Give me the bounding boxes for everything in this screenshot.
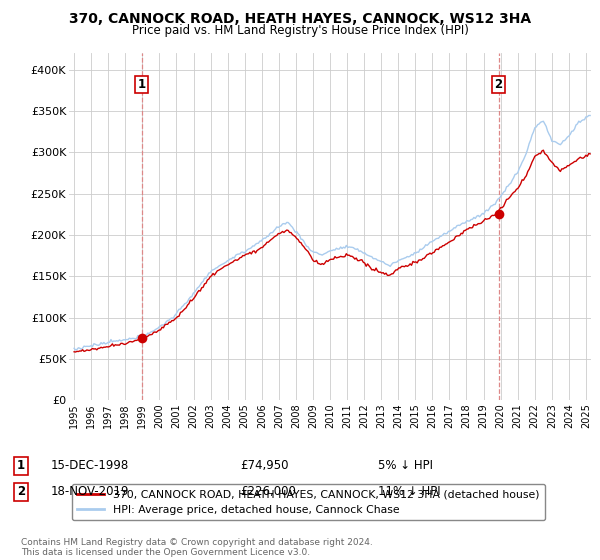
Text: 370, CANNOCK ROAD, HEATH HAYES, CANNOCK, WS12 3HA: 370, CANNOCK ROAD, HEATH HAYES, CANNOCK,… bbox=[69, 12, 531, 26]
Text: Price paid vs. HM Land Registry's House Price Index (HPI): Price paid vs. HM Land Registry's House … bbox=[131, 24, 469, 36]
Text: 11% ↓ HPI: 11% ↓ HPI bbox=[378, 485, 440, 498]
Text: 2: 2 bbox=[494, 78, 503, 91]
Text: 2: 2 bbox=[17, 485, 25, 498]
Text: 1: 1 bbox=[137, 78, 146, 91]
Text: 18-NOV-2019: 18-NOV-2019 bbox=[51, 485, 130, 498]
Text: 1: 1 bbox=[17, 459, 25, 473]
Text: £226,000: £226,000 bbox=[240, 485, 296, 498]
Text: Contains HM Land Registry data © Crown copyright and database right 2024.
This d: Contains HM Land Registry data © Crown c… bbox=[21, 538, 373, 557]
Text: 15-DEC-1998: 15-DEC-1998 bbox=[51, 459, 129, 473]
Legend: 370, CANNOCK ROAD, HEATH HAYES, CANNOCK, WS12 3HA (detached house), HPI: Average: 370, CANNOCK ROAD, HEATH HAYES, CANNOCK,… bbox=[72, 484, 545, 520]
Text: £74,950: £74,950 bbox=[240, 459, 289, 473]
Text: 5% ↓ HPI: 5% ↓ HPI bbox=[378, 459, 433, 473]
